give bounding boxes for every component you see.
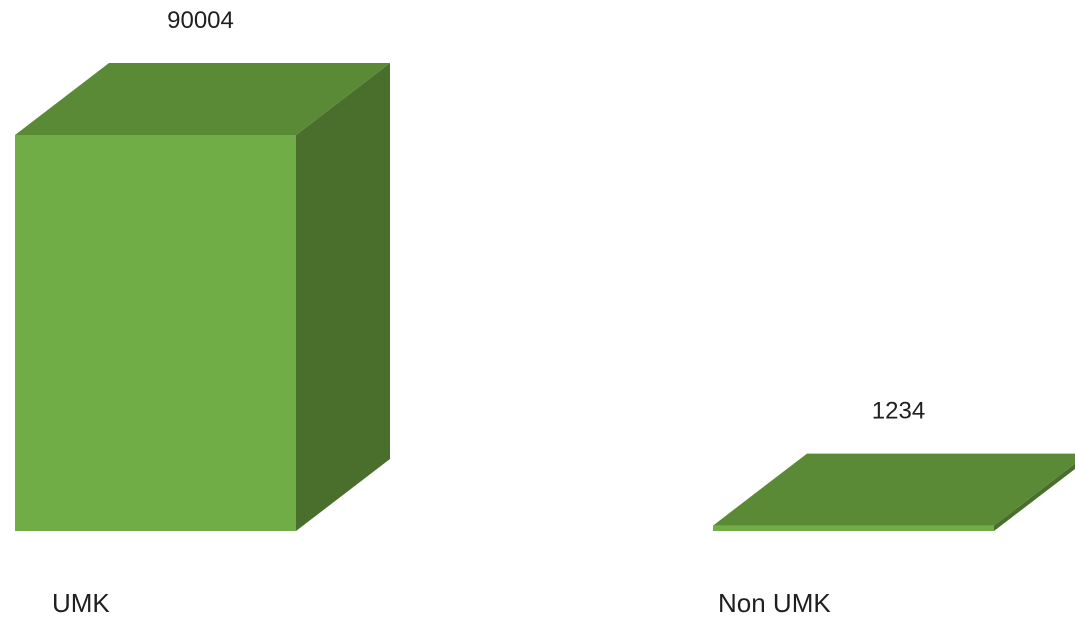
bar-side-face: [994, 463, 1075, 531]
bar: [15, 63, 390, 531]
bar-front-face: [713, 525, 994, 531]
bar: [713, 453, 1075, 531]
category-label: Non UMK: [718, 588, 831, 618]
category-label: UMK: [52, 588, 110, 618]
bar-side-face: [296, 63, 390, 531]
bar-top-face: [15, 63, 390, 135]
labels-layer: 90004 UMK 1234 Non UMK: [52, 7, 925, 618]
bar-front-face: [15, 135, 296, 531]
bar-top-face: [713, 453, 1075, 526]
data-label: 1234: [872, 398, 925, 425]
bars-layer: [15, 63, 1075, 531]
data-label: 90004: [167, 7, 234, 34]
